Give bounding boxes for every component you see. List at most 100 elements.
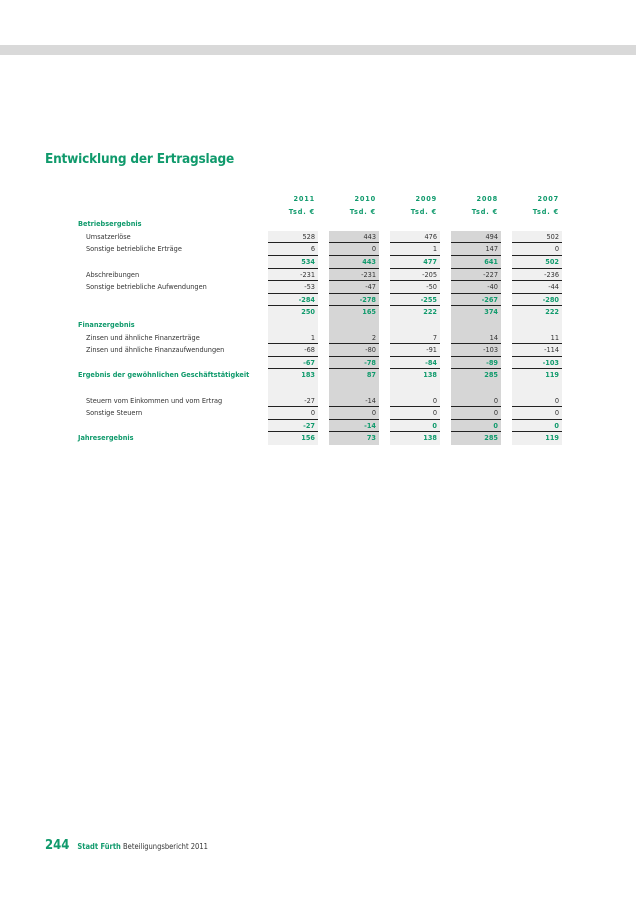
value-cell: 87 xyxy=(329,369,379,382)
row-label: Zinsen und ähnliche Finanzaufwendungen xyxy=(86,345,225,355)
value-cell: -50 xyxy=(390,281,440,294)
top-bar xyxy=(0,45,636,55)
value-cell: 1 xyxy=(268,331,318,345)
value-cell: 147 xyxy=(451,243,501,256)
value-cell: 443 xyxy=(329,255,379,269)
value-cell xyxy=(329,218,379,231)
value-cell: 0 xyxy=(390,407,440,420)
table-row: Finanzergebnis xyxy=(78,318,562,332)
value-cell xyxy=(512,318,562,332)
value-cell: -47 xyxy=(329,281,379,294)
value-cell: 1 xyxy=(390,243,440,256)
row-label: Finanzergebnis xyxy=(78,319,135,329)
value-cell: 494 xyxy=(451,230,501,244)
value-cell xyxy=(329,381,379,395)
table-row: Jahresergebnis 156 73 138 285 119 xyxy=(78,432,562,445)
value-cell: 0 xyxy=(390,394,440,408)
year-header: 2010 xyxy=(354,194,376,203)
value-cell: 476 xyxy=(390,230,440,244)
value-cell: 14 xyxy=(451,331,501,345)
value-cell: 156 xyxy=(268,432,318,445)
table-row: 250 165 222 374 222 xyxy=(78,306,562,319)
income-table: 2011 2010 2009 2008 2007 Tsd. € Tsd. € T… xyxy=(78,193,562,445)
value-cell: 73 xyxy=(329,432,379,445)
value-cell: 641 xyxy=(451,255,501,269)
value-cell: -231 xyxy=(329,268,379,282)
table-row: 534 443 477 641 502 xyxy=(78,255,562,269)
row-label: Zinsen und ähnliche Finanzerträge xyxy=(86,332,200,342)
year-header: 2009 xyxy=(415,194,437,203)
value-cell: -103 xyxy=(451,344,501,357)
row-label: Sonstige betriebliche Erträge xyxy=(86,244,182,254)
value-cell: 165 xyxy=(329,306,379,319)
value-cell: -84 xyxy=(390,356,440,370)
row-label: Abschreibungen xyxy=(86,269,140,279)
value-cell: 2 xyxy=(329,331,379,345)
row-label: Jahresergebnis xyxy=(78,433,134,443)
value-cell xyxy=(390,218,440,231)
unit-header-row: Tsd. € Tsd. € Tsd. € Tsd. € Tsd. € xyxy=(78,206,562,219)
value-cell: -27 xyxy=(268,394,318,408)
table-row: Betriebsergebnis xyxy=(78,218,562,231)
table-row: Ergebnis der gewöhnlichen Geschäftstätig… xyxy=(78,369,562,382)
table-row: Steuern vom Einkommen und vom Ertrag -27-… xyxy=(78,394,562,408)
row-label: Sonstige betriebliche Aufwendungen xyxy=(86,282,207,292)
value-cell: -255 xyxy=(390,293,440,307)
value-cell: 0 xyxy=(390,419,440,433)
table-row: Zinsen und ähnliche Finanzerträge 1 2 7 14 11 xyxy=(78,331,562,345)
value-cell: 534 xyxy=(268,255,318,269)
value-cell xyxy=(451,218,501,231)
value-cell: -67 xyxy=(268,356,318,370)
value-cell: 0 xyxy=(512,407,562,420)
value-cell: 183 xyxy=(268,369,318,382)
year-header: 2007 xyxy=(537,194,559,203)
value-cell: 11 xyxy=(512,331,562,345)
value-cell xyxy=(390,318,440,332)
value-cell: 250 xyxy=(268,306,318,319)
value-cell: -278 xyxy=(329,293,379,307)
value-cell: 222 xyxy=(390,306,440,319)
page-number: 244 xyxy=(45,838,70,853)
value-cell: 0 xyxy=(329,407,379,420)
value-cell: 119 xyxy=(512,369,562,382)
row-label: Betriebsergebnis xyxy=(78,219,142,229)
table-row: Abschreibungen -231 -231 -205 -227 -236 xyxy=(78,268,562,282)
value-cell: -227 xyxy=(451,268,501,282)
value-cell: 7 xyxy=(390,331,440,345)
table-row: Umsatzerlöse 528 443 476 494 502 xyxy=(78,230,562,244)
unit-header: Tsd. € xyxy=(349,206,376,216)
value-cell: -40 xyxy=(451,281,501,294)
value-cell: 138 xyxy=(390,432,440,445)
table-row xyxy=(78,381,562,395)
value-cell: 6 xyxy=(268,243,318,256)
value-cell: -205 xyxy=(390,268,440,282)
value-cell: 502 xyxy=(512,230,562,244)
table-row: -284 -278 -255 -267 -280 xyxy=(78,293,562,307)
value-cell: -103 xyxy=(512,356,562,370)
table-row: Sonstige Steuern 0 0 0 0 0 xyxy=(78,407,562,420)
value-cell: 0 xyxy=(451,419,501,433)
value-cell xyxy=(451,318,501,332)
value-cell: -53 xyxy=(268,281,318,294)
table-row: Sonstige betriebliche Aufwendungen -53 -47… xyxy=(78,281,562,294)
value-cell: -236 xyxy=(512,268,562,282)
year-header-row: 2011 2010 2009 2008 2007 xyxy=(78,193,562,206)
row-label: Steuern vom Einkommen und vom Ertrag xyxy=(86,395,223,405)
value-cell: 528 xyxy=(268,230,318,244)
value-cell: 374 xyxy=(451,306,501,319)
value-cell: 443 xyxy=(329,230,379,244)
table-row: Zinsen und ähnliche Finanzaufwendungen -6… xyxy=(78,344,562,357)
value-cell: 138 xyxy=(390,369,440,382)
value-cell: -284 xyxy=(268,293,318,307)
value-cell: -80 xyxy=(329,344,379,357)
value-cell: -280 xyxy=(512,293,562,307)
value-cell xyxy=(451,381,501,395)
value-cell: 0 xyxy=(451,394,501,408)
page-title: Entwicklung der Ertragslage xyxy=(45,151,235,167)
value-cell: -14 xyxy=(329,419,379,433)
value-cell: -91 xyxy=(390,344,440,357)
value-cell: 0 xyxy=(451,407,501,420)
value-cell: 119 xyxy=(512,432,562,445)
year-header: 2011 xyxy=(293,194,315,203)
unit-header: Tsd. € xyxy=(532,206,559,216)
